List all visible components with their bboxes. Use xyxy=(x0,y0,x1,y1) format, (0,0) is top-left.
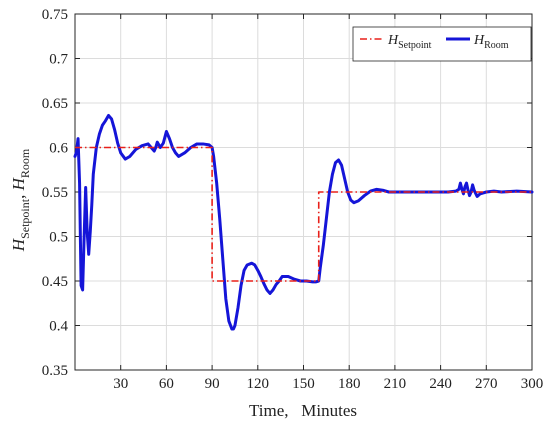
x-tick-label: 210 xyxy=(384,376,407,392)
y-tick-label: 0.65 xyxy=(42,96,68,112)
y-tick-label: 0.35 xyxy=(42,363,68,379)
y-tick-label: 0.45 xyxy=(42,274,68,290)
axis-ticks: 30 60 90 120 150 180 210 240 270 300 0.35 0.4 0.45 0.… xyxy=(42,7,544,392)
legend: HSetpoint HRoom xyxy=(352,26,532,62)
series-line-setpoint xyxy=(75,146,532,282)
x-tick-label: 30 xyxy=(113,376,128,392)
y-tick-label: 0.55 xyxy=(42,185,68,201)
series-layer xyxy=(73,113,534,331)
x-axis-label: Time, Minutes xyxy=(249,401,357,420)
x-tick-label: 180 xyxy=(338,376,361,392)
x-tick-label: 270 xyxy=(475,376,498,392)
x-tick-label: 90 xyxy=(205,376,220,392)
legend-label-setpoint: HSetpoint xyxy=(387,33,432,51)
y-tick-label: 0.7 xyxy=(49,52,68,68)
legend-box xyxy=(352,26,532,62)
y-tick-label: 0.5 xyxy=(49,230,68,246)
series-line-room xyxy=(73,113,534,331)
y-tick-label: 0.75 xyxy=(42,7,68,23)
x-tick-label: 60 xyxy=(159,376,174,392)
x-tick-label: 120 xyxy=(247,376,270,392)
y-axis-label: HSetpoint, HRoom xyxy=(9,148,32,252)
legend-label-room: HRoom xyxy=(473,33,509,51)
x-tick-label: 150 xyxy=(292,376,315,392)
x-tick-label: 300 xyxy=(521,376,544,392)
x-tick-label: 240 xyxy=(429,376,452,392)
y-tick-label: 0.4 xyxy=(49,319,68,335)
y-tick-label: 0.6 xyxy=(49,141,68,157)
